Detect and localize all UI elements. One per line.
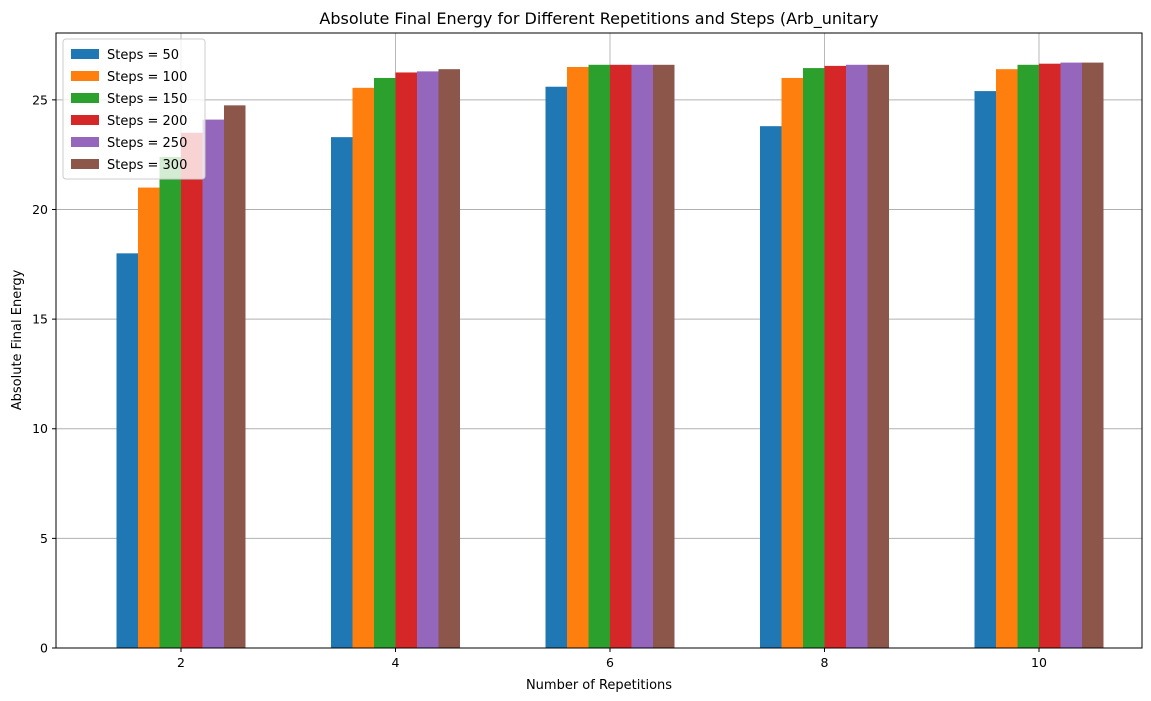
x-tick-label: 6 xyxy=(606,655,614,670)
legend-swatch xyxy=(71,71,99,81)
y-tick-label: 15 xyxy=(32,312,48,327)
bar-steps-200-rep-10 xyxy=(1039,63,1061,648)
bar-steps-200-rep-6 xyxy=(610,64,632,648)
bar-steps-300-rep-4 xyxy=(438,69,460,649)
x-tick-label: 4 xyxy=(392,655,400,670)
y-tick-label: 20 xyxy=(32,202,48,217)
bar-steps-50-rep-4 xyxy=(331,137,353,648)
legend-swatch xyxy=(71,93,99,103)
legend-label: Steps = 250 xyxy=(107,136,187,151)
bar-steps-300-rep-8 xyxy=(867,64,889,648)
bar-steps-100-rep-10 xyxy=(996,69,1018,649)
legend-label: Steps = 200 xyxy=(107,114,187,129)
legend-swatch xyxy=(71,159,99,169)
bar-steps-250-rep-6 xyxy=(631,64,653,648)
legend-label: Steps = 50 xyxy=(107,48,179,63)
bar-steps-50-rep-2 xyxy=(116,253,138,648)
legend-swatch xyxy=(71,115,99,125)
bar-steps-150-rep-10 xyxy=(1017,64,1039,648)
bar-steps-200-rep-4 xyxy=(395,72,417,649)
x-axis-label: Number of Repetitions xyxy=(526,678,672,693)
legend-label: Steps = 150 xyxy=(107,92,187,107)
x-tick-label: 10 xyxy=(1031,655,1047,670)
axis-ticks: 0 5 10 15 20 25 2 4 6 8 10 xyxy=(32,92,1047,670)
bar-steps-300-rep-6 xyxy=(653,64,675,648)
bar-steps-250-rep-4 xyxy=(417,71,439,649)
x-tick-label: 8 xyxy=(821,655,829,670)
y-tick-label: 5 xyxy=(40,531,48,546)
y-tick-label: 10 xyxy=(32,421,48,436)
bar-steps-200-rep-8 xyxy=(824,65,846,649)
bar-steps-100-rep-4 xyxy=(352,87,374,648)
bar-steps-300-rep-10 xyxy=(1082,62,1104,648)
y-axis-label: Absolute Final Energy xyxy=(10,269,25,410)
bar-steps-250-rep-8 xyxy=(846,64,868,648)
legend-swatch xyxy=(71,49,99,59)
legend-label: Steps = 100 xyxy=(107,70,187,85)
y-tick-label: 0 xyxy=(40,641,48,656)
bar-steps-100-rep-2 xyxy=(138,187,160,648)
legend: Steps = 50 Steps = 100 Steps = 150 Steps = … xyxy=(62,38,206,180)
legend-swatch xyxy=(71,137,99,147)
bar-steps-250-rep-2 xyxy=(202,119,224,649)
bar-steps-250-rep-10 xyxy=(1060,62,1082,648)
bar-steps-150-rep-6 xyxy=(588,64,610,648)
bar-steps-50-rep-6 xyxy=(545,86,567,649)
bar-steps-200-rep-2 xyxy=(181,132,203,649)
bar-steps-50-rep-8 xyxy=(760,126,782,648)
y-tick-label: 25 xyxy=(32,92,48,107)
bar-steps-150-rep-2 xyxy=(159,156,181,648)
bar-steps-150-rep-8 xyxy=(803,68,825,649)
bar-steps-50-rep-10 xyxy=(974,91,996,648)
x-tick-label: 2 xyxy=(177,655,185,670)
legend-label: Steps = 300 xyxy=(107,158,187,173)
bar-steps-100-rep-8 xyxy=(781,77,803,648)
bar-steps-150-rep-4 xyxy=(374,77,396,648)
bars xyxy=(116,62,1104,649)
axes-frame xyxy=(55,32,1143,649)
bar-steps-300-rep-2 xyxy=(224,105,246,648)
bar-steps-100-rep-6 xyxy=(567,66,589,649)
chart-title: Absolute Final Energy for Different Repe… xyxy=(319,9,878,29)
